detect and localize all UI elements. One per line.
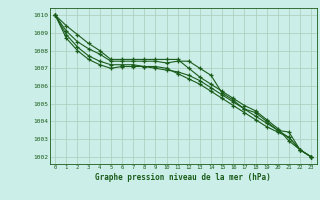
- X-axis label: Graphe pression niveau de la mer (hPa): Graphe pression niveau de la mer (hPa): [95, 173, 271, 182]
